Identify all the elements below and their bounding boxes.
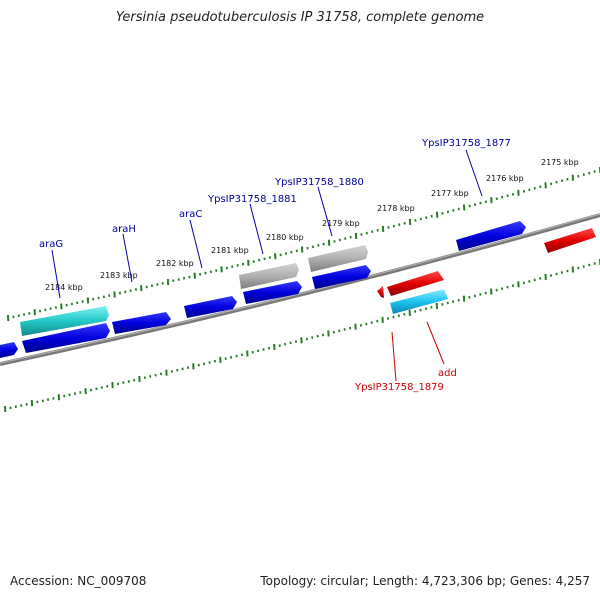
gene-label-araH[interactable]: araH [112,224,136,235]
gene-araH-cds[interactable] [112,312,171,334]
gene-araC-cds[interactable] [184,296,237,318]
kbp-label-2180: 2180 kbp [266,233,304,242]
gene-YpsIP31758_1879-cds[interactable] [387,271,444,296]
gene-YpsIP31758_1881-cds[interactable] [243,281,302,304]
forward-scale-ticks [7,167,600,322]
gene-araG-rna[interactable] [20,306,109,336]
gene-left-edge-cds[interactable] [0,342,18,358]
kbp-label-2177: 2177 kbp [431,189,469,198]
gene-right-edge-cds[interactable] [544,228,596,253]
kbp-label-2178: 2178 kbp [377,204,415,213]
genome-backbone-highlight [0,213,600,364]
gene-label-YpsIP31758_1881[interactable]: YpsIP31758_1881 [207,194,297,205]
gene-YpsIP31758_1877-cds[interactable] [456,221,526,251]
map-title: Yersinia pseudotuberculosis IP 31758, co… [115,10,485,25]
kbp-label-2182: 2182 kbp [156,259,194,268]
reverse-scale-ticks [4,259,600,413]
kbp-label-2181: 2181 kbp [211,246,249,255]
gene-YpsIP31758_1880-cds[interactable] [312,265,371,289]
gene-label-araG[interactable]: araG [39,239,63,250]
gene-label-araC[interactable]: araC [179,209,202,220]
gene-add-cds[interactable] [390,289,448,314]
gene-reverse-small-cds[interactable] [377,286,384,298]
gene-YpsIP31758_1881-pseudo[interactable] [239,263,299,289]
gene-label-YpsIP31758_1880[interactable]: YpsIP31758_1880 [274,177,364,188]
accession-footer: Accession: NC_009708 [10,574,147,588]
kbp-label-2175: 2175 kbp [541,158,579,167]
reverse-label-leaders [391,321,445,382]
kbp-label-2183: 2183 kbp [100,271,138,280]
kbp-label-2184: 2184 kbp [45,283,83,292]
genome-backbone [0,213,600,366]
forward-label-leaders [51,149,483,299]
gene-label-YpsIP31758_1879[interactable]: YpsIP31758_1879 [354,382,444,393]
gene-label-add[interactable]: add [438,368,457,379]
topology-footer: Topology: circular; Length: 4,723,306 bp… [260,574,590,588]
gene-araG-cds[interactable] [22,323,110,353]
kbp-label-2179: 2179 kbp [322,219,360,228]
gene-YpsIP31758_1880-pseudo[interactable] [308,245,368,272]
kbp-label-2176: 2176 kbp [486,174,524,183]
gene-label-YpsIP31758_1877[interactable]: YpsIP31758_1877 [421,138,511,149]
